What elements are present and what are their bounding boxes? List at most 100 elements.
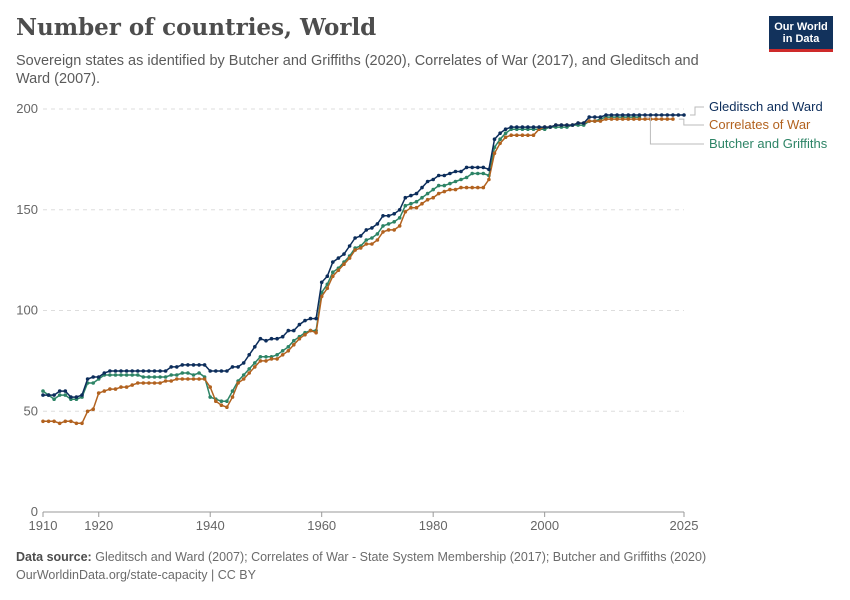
legend-connector xyxy=(645,116,704,145)
data-point xyxy=(191,363,196,367)
data-point xyxy=(275,353,279,357)
data-point xyxy=(52,393,56,397)
data-point xyxy=(370,242,374,246)
data-point xyxy=(46,419,51,424)
data-point xyxy=(587,119,591,123)
data-point xyxy=(492,151,497,156)
data-point xyxy=(665,117,670,121)
data-point xyxy=(163,369,168,373)
data-point xyxy=(180,371,185,375)
grid-lines xyxy=(43,108,684,513)
data-point xyxy=(219,369,224,373)
y-axis-ticks: 0 50 100 150 200 xyxy=(16,101,38,519)
legend-label[interactable]: Butcher and Griffiths xyxy=(709,136,828,151)
data-point xyxy=(503,135,508,139)
data-point xyxy=(247,353,251,357)
data-point xyxy=(202,377,207,381)
data-point xyxy=(74,395,79,399)
data-point xyxy=(225,369,229,373)
data-point xyxy=(230,395,235,399)
y-tick-label: 150 xyxy=(16,202,38,217)
url-line[interactable]: OurWorldinData.org/state-capacity | CC B… xyxy=(16,568,256,582)
x-tick-label: 1980 xyxy=(419,518,448,533)
data-point xyxy=(152,369,157,373)
data-point xyxy=(671,117,675,121)
y-tick-label: 100 xyxy=(16,303,38,318)
chart-title: Number of countries, World xyxy=(16,14,377,41)
footer: Data source: Gleditsch and Ward (2007); … xyxy=(16,548,706,584)
series-gleditsch-and-ward[interactable] xyxy=(41,113,686,399)
data-point xyxy=(41,419,45,424)
data-point xyxy=(436,191,441,196)
legend: Gleditsch and Ward Correlates of War Butch… xyxy=(645,99,828,151)
data-point xyxy=(275,336,279,341)
data-point xyxy=(470,185,475,190)
data-point xyxy=(481,165,486,170)
data-point xyxy=(197,371,201,375)
owid-logo[interactable]: Our World in Data xyxy=(769,16,833,52)
data-point xyxy=(503,131,508,135)
data-point xyxy=(375,232,380,236)
data-point xyxy=(531,125,536,129)
data-point xyxy=(481,185,486,190)
data-point xyxy=(464,165,469,170)
data-point xyxy=(632,117,636,121)
data-point xyxy=(353,236,357,240)
data-point xyxy=(85,409,90,414)
legend-label[interactable]: Gleditsch and Ward xyxy=(709,99,823,114)
data-point xyxy=(186,371,190,375)
source-text[interactable]: Gleditsch and Ward (2007); Correlates of… xyxy=(95,550,707,564)
x-tick-label: 1940 xyxy=(196,518,225,533)
data-point xyxy=(442,189,447,194)
data-point xyxy=(96,391,101,395)
data-point xyxy=(152,375,157,379)
data-point xyxy=(336,256,341,260)
data-point xyxy=(325,286,330,291)
data-point xyxy=(403,210,408,214)
y-tick-label: 50 xyxy=(24,403,38,418)
data-point xyxy=(671,113,675,117)
data-point xyxy=(420,195,424,200)
x-axis-ticks: 1910 1920 1940 1960 1980 2000 2025 xyxy=(29,512,699,533)
data-point xyxy=(392,228,397,232)
source-line: Data source: Gleditsch and Ward (2007); … xyxy=(16,548,706,566)
chart-subtitle: Sovereign states as identified by Butche… xyxy=(16,53,699,87)
data-point xyxy=(57,421,62,426)
data-point xyxy=(414,199,419,204)
data-point xyxy=(397,224,402,228)
x-tick-label: 1920 xyxy=(84,518,113,533)
data-point xyxy=(682,113,686,117)
data-point xyxy=(620,113,625,117)
data-point xyxy=(41,393,45,397)
data-point xyxy=(319,280,324,285)
data-point xyxy=(136,373,140,377)
series-line xyxy=(43,118,673,425)
legend-label[interactable]: Correlates of War xyxy=(709,117,811,132)
data-point xyxy=(292,338,296,343)
data-point xyxy=(442,183,447,188)
data-point xyxy=(63,393,68,397)
series-correlates-of-war[interactable] xyxy=(41,117,675,426)
data-point xyxy=(258,359,263,363)
data-point xyxy=(604,113,608,117)
y-tick-label: 0 xyxy=(31,504,38,519)
data-point xyxy=(308,328,313,333)
data-point xyxy=(314,316,318,321)
data-point xyxy=(420,201,424,206)
data-point xyxy=(515,133,519,137)
data-point xyxy=(414,191,419,196)
legend-connector xyxy=(678,118,704,126)
data-point xyxy=(386,222,391,226)
data-point xyxy=(476,165,480,170)
data-point xyxy=(130,383,134,387)
data-point xyxy=(175,373,179,377)
data-point xyxy=(85,377,90,381)
series-butcher-and-griffiths[interactable] xyxy=(41,115,642,404)
data-point xyxy=(381,224,385,228)
data-point xyxy=(637,117,642,121)
data-point xyxy=(509,133,513,137)
data-point xyxy=(459,169,463,174)
data-point xyxy=(643,113,647,117)
x-tick-label: 2025 xyxy=(670,518,699,533)
